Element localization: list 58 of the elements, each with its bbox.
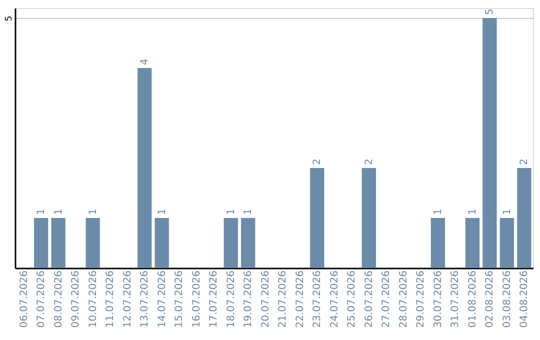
data-label: 1 <box>467 208 478 215</box>
data-label: 5 <box>484 8 496 15</box>
bar <box>517 168 532 268</box>
x-tick-label: 25.07.2026 <box>346 270 358 328</box>
x-tick-label: 16.07.2026 <box>191 270 202 328</box>
x-tick-label: 01.08.2026 <box>467 270 478 328</box>
bar <box>500 218 514 268</box>
bar <box>34 218 48 268</box>
x-tick-label: 23.07.2026 <box>312 270 324 328</box>
bar <box>154 218 169 268</box>
x-tick-label: 13.07.2026 <box>140 270 151 328</box>
data-label: 1 <box>156 208 168 215</box>
bar <box>482 18 497 268</box>
x-tick-label: 07.07.2026 <box>36 270 48 328</box>
x-tick-label: 21.07.2026 <box>278 270 289 328</box>
x-tick-label: 08.07.2026 <box>53 270 64 328</box>
bar <box>362 168 376 268</box>
data-label: 1 <box>243 208 254 215</box>
x-tick-label: 24.07.2026 <box>329 270 340 328</box>
data-label: 1 <box>432 208 444 215</box>
data-label: 1 <box>226 208 237 215</box>
data-label: 1 <box>53 208 64 215</box>
data-label: 1 <box>36 208 48 215</box>
x-tick-label: 27.07.2026 <box>381 270 392 328</box>
x-tick-label: 06.07.2026 <box>18 270 30 328</box>
bar <box>310 168 324 268</box>
x-tick-label: 03.08.2026 <box>502 270 513 328</box>
x-tick-label: 31.07.2026 <box>450 270 462 328</box>
x-tick-label: 26.07.2026 <box>364 270 375 328</box>
x-tick-label: 11.07.2026 <box>105 270 116 328</box>
x-tick-label: 18.07.2026 <box>226 270 237 328</box>
bar <box>138 68 152 268</box>
data-label: 2 <box>364 158 375 165</box>
x-tick-label: 29.07.2026 <box>416 270 427 328</box>
x-tick-label: 19.07.2026 <box>243 270 254 328</box>
x-tick-label: 04.08.2026 <box>519 270 530 328</box>
x-tick-label: 12.07.2026 <box>122 270 134 328</box>
x-tick-label: 02.08.2026 <box>484 270 496 328</box>
data-label: 1 <box>88 208 99 215</box>
x-tick-label: 14.07.2026 <box>156 270 168 328</box>
x-tick-label: 28.07.2026 <box>398 270 410 328</box>
x-tick-label: 15.07.2026 <box>174 270 186 328</box>
data-label: 1 <box>502 208 513 215</box>
x-tick-label: 09.07.2026 <box>70 270 82 328</box>
data-label: 2 <box>312 158 324 165</box>
x-tick-label: 22.07.2026 <box>294 270 306 328</box>
bar <box>224 218 238 268</box>
bar <box>241 218 256 268</box>
x-tick-label: 10.07.2026 <box>88 270 99 328</box>
bar <box>465 218 480 268</box>
x-tick-label: 30.07.2026 <box>432 270 444 328</box>
data-label: 4 <box>140 58 151 65</box>
bar <box>86 218 100 268</box>
x-tick-label: 20.07.2026 <box>260 270 272 328</box>
x-tick-label: 17.07.2026 <box>208 270 220 328</box>
bar <box>51 218 66 268</box>
data-label: 2 <box>519 158 530 165</box>
bar <box>430 218 445 268</box>
